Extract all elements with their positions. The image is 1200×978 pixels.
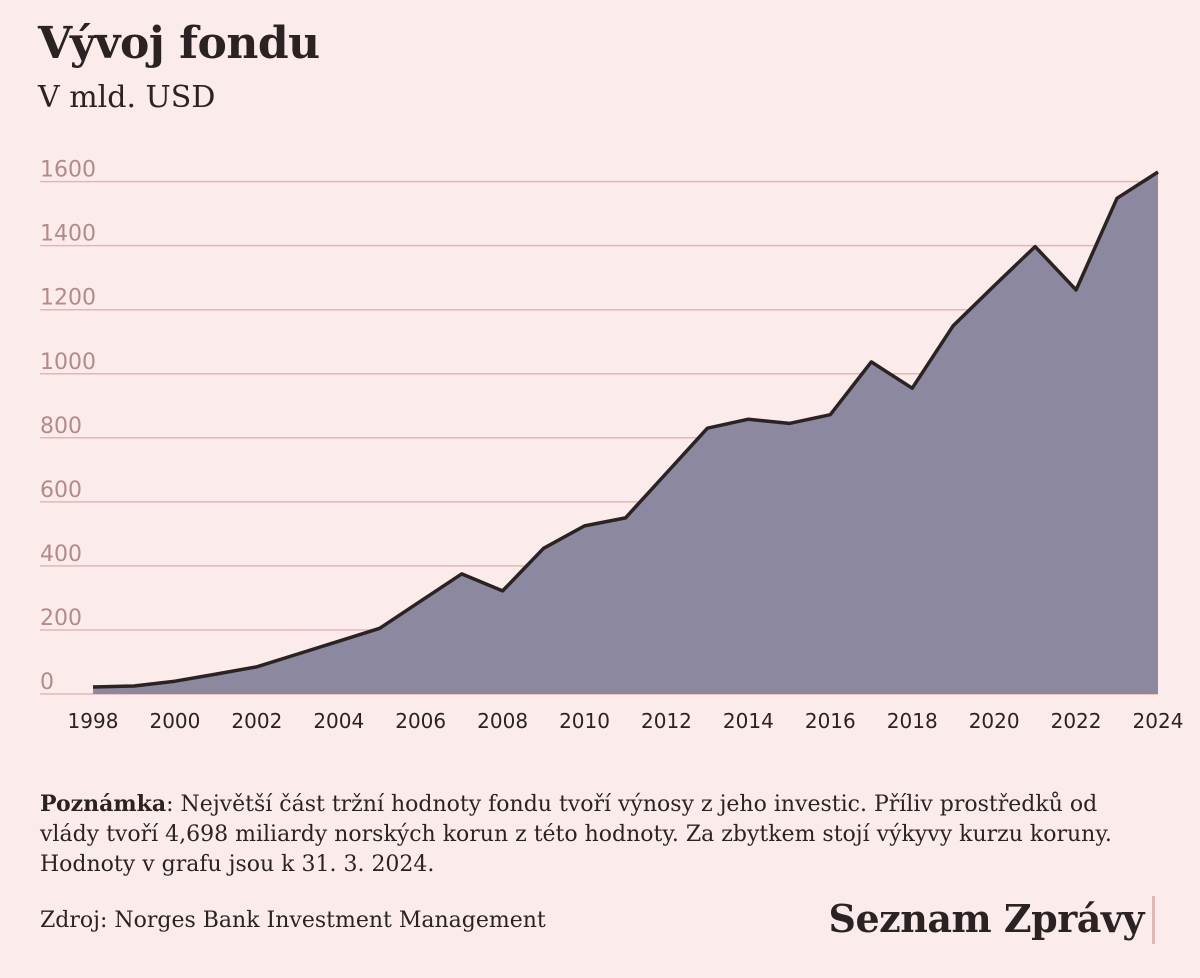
area-chart: 0 200 400 600 800 1000 1200 1400 1600 1998 2000 20… — [40, 158, 1184, 733]
y-tick-label: 1000 — [40, 350, 96, 375]
x-tick-label: 2018 — [887, 709, 938, 733]
y-axis: 0 200 400 600 800 1000 1200 1400 1600 — [40, 158, 96, 695]
source: Zdroj: Norges Bank Investment Management — [40, 908, 546, 933]
series-area — [92, 170, 1159, 694]
x-tick-label: 2024 — [1133, 709, 1184, 733]
note-text: : Největší část tržní hodnoty fondu tvoř… — [40, 792, 1112, 877]
y-tick-label: 200 — [40, 606, 82, 631]
x-tick-label: 2014 — [723, 709, 774, 733]
x-tick-label: 1998 — [68, 709, 119, 733]
y-tick-label: 400 — [40, 542, 82, 567]
x-tick-label: 2008 — [477, 709, 528, 733]
x-tick-label: 2012 — [641, 709, 692, 733]
y-tick-label: 0 — [40, 670, 54, 695]
area-fill — [93, 172, 1158, 694]
x-tick-label: 2002 — [231, 709, 282, 733]
chart-title: Vývoj fondu — [38, 18, 320, 69]
y-tick-label: 1600 — [40, 158, 96, 183]
x-tick-label: 2020 — [969, 709, 1020, 733]
x-tick-label: 2010 — [559, 709, 610, 733]
brand-logo: Seznam Zprávy — [828, 896, 1145, 941]
x-tick-label: 2004 — [313, 709, 364, 733]
y-tick-label: 1400 — [40, 222, 96, 247]
note: Poznámka: Největší část tržní hodnoty fo… — [40, 789, 1160, 880]
x-tick-label: 2022 — [1051, 709, 1102, 733]
chart-subtitle: V mld. USD — [38, 80, 216, 115]
x-axis: 1998 2000 2002 2004 2006 2008 2010 2012 2014 2016… — [68, 709, 1184, 733]
y-tick-label: 1200 — [40, 286, 96, 311]
x-tick-label: 2000 — [149, 709, 200, 733]
note-label: Poznámka — [40, 791, 167, 817]
x-tick-label: 2006 — [395, 709, 446, 733]
x-tick-label: 2016 — [805, 709, 856, 733]
y-tick-label: 600 — [40, 478, 82, 503]
y-tick-label: 800 — [40, 414, 82, 439]
brand-divider — [1152, 896, 1155, 944]
series-line — [92, 170, 1159, 689]
